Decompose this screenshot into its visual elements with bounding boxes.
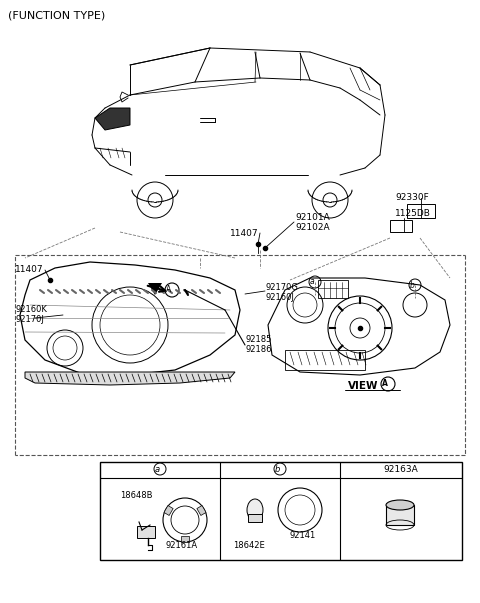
Text: 11407: 11407 xyxy=(15,265,44,274)
Text: 1125DB: 1125DB xyxy=(395,209,431,218)
Polygon shape xyxy=(197,505,206,516)
Polygon shape xyxy=(95,108,130,130)
Text: (FUNCTION TYPE): (FUNCTION TYPE) xyxy=(8,11,105,21)
Polygon shape xyxy=(25,372,235,385)
Bar xyxy=(137,526,155,538)
Bar xyxy=(390,220,412,232)
Polygon shape xyxy=(164,505,173,516)
Text: 92141: 92141 xyxy=(290,531,316,540)
Text: VIEW: VIEW xyxy=(348,381,379,391)
Text: 92185: 92185 xyxy=(245,335,271,344)
Bar xyxy=(285,350,365,370)
Text: 92330F: 92330F xyxy=(395,194,429,203)
Text: 18648B: 18648B xyxy=(120,491,153,500)
Text: 92161A: 92161A xyxy=(165,540,197,549)
Text: a: a xyxy=(155,464,159,473)
Text: 92160J: 92160J xyxy=(265,294,294,303)
Ellipse shape xyxy=(247,499,263,521)
Text: 11407: 11407 xyxy=(230,229,259,238)
Text: A: A xyxy=(382,379,388,388)
Text: a: a xyxy=(310,277,314,286)
Text: b: b xyxy=(409,280,414,289)
Bar xyxy=(386,505,414,525)
Text: 92186: 92186 xyxy=(245,346,272,355)
Text: b: b xyxy=(274,464,280,473)
Bar xyxy=(318,280,348,298)
Text: 92170G: 92170G xyxy=(265,283,298,292)
Polygon shape xyxy=(148,283,162,295)
Text: 18642E: 18642E xyxy=(233,540,265,549)
Text: 92160K: 92160K xyxy=(15,306,47,315)
Text: 92101A: 92101A xyxy=(295,213,330,223)
Bar xyxy=(248,514,262,522)
Polygon shape xyxy=(181,536,189,542)
Ellipse shape xyxy=(386,500,414,510)
Text: 92102A: 92102A xyxy=(295,224,330,233)
Bar xyxy=(407,204,435,218)
Text: 92170J: 92170J xyxy=(15,315,44,324)
Text: A: A xyxy=(167,285,172,294)
Bar xyxy=(100,462,462,560)
Text: 92163A: 92163A xyxy=(384,464,419,473)
